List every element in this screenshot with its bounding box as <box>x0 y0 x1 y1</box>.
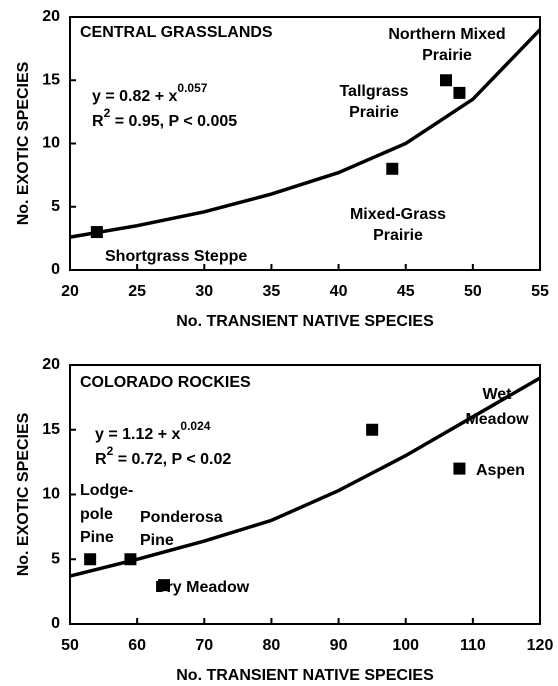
fit-stats-symbol: R <box>95 451 107 468</box>
x-tick-label: 80 <box>263 637 281 654</box>
y-tick-label: 20 <box>42 356 60 373</box>
x-tick-label: 60 <box>128 637 146 654</box>
point-label: Meadow <box>465 411 529 428</box>
point-label: Lodge- <box>80 482 133 499</box>
x-axis-label: No. TRANSIENT NATIVE SPECIES <box>176 313 434 330</box>
x-tick-label: 100 <box>392 637 419 654</box>
point-label: Northern Mixed <box>388 26 505 43</box>
point-label: Tallgrass <box>339 83 408 100</box>
x-tick-label: 90 <box>330 637 348 654</box>
point-label: Mixed-Grass <box>350 206 446 223</box>
fit-stats-symbol: R <box>92 113 104 130</box>
point-label: Shortgrass Steppe <box>105 248 247 265</box>
point-label: Prairie <box>349 104 399 121</box>
panel-title: COLORADO ROCKIES <box>80 374 251 391</box>
equation: y = 1.12 + x0.024 <box>95 419 211 443</box>
point-label: Aspen <box>476 462 525 479</box>
data-point <box>366 423 379 436</box>
y-tick-label: 10 <box>42 135 60 152</box>
point-label: Wet <box>482 386 512 403</box>
point-label: pole <box>80 506 113 523</box>
y-tick-label: 20 <box>42 8 60 25</box>
point-label: Pine <box>80 529 114 546</box>
data-point <box>386 162 399 175</box>
x-tick-label: 50 <box>464 283 482 300</box>
y-tick-label: 15 <box>42 71 60 88</box>
y-tick-label: 10 <box>42 486 60 503</box>
data-point <box>90 226 103 239</box>
fit-stats: R2 = 0.95, P < 0.005 <box>92 106 237 130</box>
y-axis-label: No. EXOTIC SPECIES <box>15 412 32 576</box>
fit-stats-rest: = 0.95, P < 0.005 <box>110 113 237 130</box>
x-tick-label: 30 <box>195 283 213 300</box>
point-label: Pine <box>140 532 174 549</box>
fit-stats-exponent: 2 <box>104 106 111 120</box>
x-tick-label: 45 <box>397 283 415 300</box>
y-tick-label: 5 <box>51 198 60 215</box>
y-tick-label: 15 <box>42 421 60 438</box>
fit-stats-exponent: 2 <box>107 444 114 458</box>
plot-frame <box>69 364 541 625</box>
x-tick-label: 110 <box>460 637 486 654</box>
x-tick-label: 20 <box>61 283 79 300</box>
data-point <box>453 86 466 99</box>
data-point <box>124 553 137 566</box>
point-label: Ponderosa <box>140 509 223 526</box>
y-tick-label: 0 <box>51 261 60 278</box>
data-point <box>158 579 170 592</box>
point-label: Prairie <box>373 227 423 244</box>
y-tick-label: 5 <box>51 550 60 567</box>
fit-curve <box>69 376 541 578</box>
panel-title: CENTRAL GRASSLANDS <box>80 24 273 41</box>
data-point <box>453 462 466 475</box>
x-axis-label: No. TRANSIENT NATIVE SPECIES <box>176 667 434 684</box>
x-tick-label: 120 <box>527 637 554 654</box>
x-tick-label: 50 <box>61 637 79 654</box>
equation-exponent: 0.057 <box>177 81 207 95</box>
point-label: Prairie <box>422 47 472 64</box>
x-tick-label: 55 <box>531 283 549 300</box>
y-tick-label: 0 <box>51 615 60 632</box>
equation-exponent: 0.024 <box>180 419 210 433</box>
fit-stats-rest: = 0.72, P < 0.02 <box>113 451 231 468</box>
equation-base: y = 0.82 + x <box>92 88 178 105</box>
x-tick-label: 70 <box>195 637 213 654</box>
x-tick-label: 40 <box>330 283 348 300</box>
point-label: Dry Meadow <box>155 579 250 596</box>
equation: y = 0.82 + x0.057 <box>92 81 208 105</box>
x-tick-label: 25 <box>128 283 146 300</box>
x-tick-label: 35 <box>263 283 281 300</box>
equation-base: y = 1.12 + x <box>95 426 181 443</box>
data-point <box>84 553 97 566</box>
fit-curve <box>69 28 542 239</box>
fit-stats: R2 = 0.72, P < 0.02 <box>95 444 231 468</box>
y-axis-label: No. EXOTIC SPECIES <box>15 61 32 225</box>
data-point <box>440 74 452 87</box>
